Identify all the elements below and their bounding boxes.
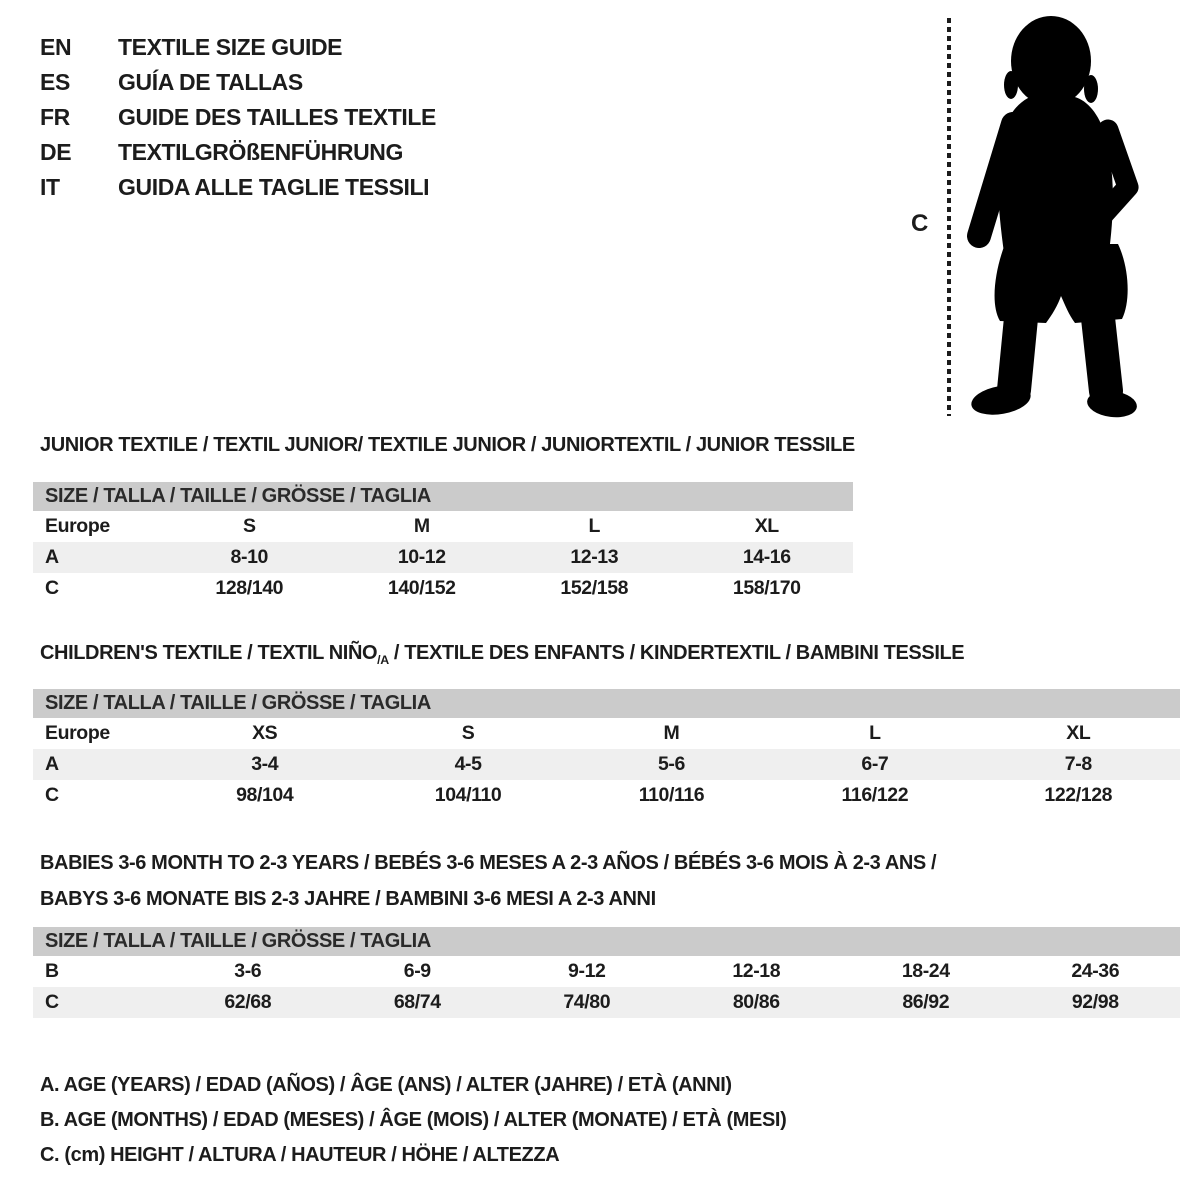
table-row: C 62/68 68/74 74/80 80/86 86/92 92/98 xyxy=(33,987,1180,1018)
toddler-silhouette-image xyxy=(967,16,1139,418)
height-dotted-line xyxy=(947,18,951,416)
junior-table: Europe S M L XL A 8-10 10-12 12-13 14-16 C 128/140 1… xyxy=(33,511,853,604)
row-label-cell: A xyxy=(33,542,163,573)
lang-row-it: IT GUIDA ALLE TAGLIE TESSILI xyxy=(40,170,436,205)
value-cell: 12-18 xyxy=(732,960,781,982)
row-label-cell: C xyxy=(45,577,59,599)
value-cell: 122/128 xyxy=(1044,784,1113,806)
value-cell: 116/122 xyxy=(841,784,909,806)
value-cell: 9-12 xyxy=(568,960,606,982)
value-cell: S xyxy=(461,722,475,744)
value-cell: 68/74 xyxy=(332,987,502,1018)
lang-row-fr: FR GUIDE DES TAILLES TEXTILE xyxy=(40,100,436,135)
lang-row-de: DE TEXTILGRÖßENFÜHRUNG xyxy=(40,135,436,170)
row-label-cell: C xyxy=(45,784,59,806)
table-row: C 98/104 104/110 110/116 116/122 122/128 xyxy=(33,780,1180,811)
babies-table: B 3-6 6-9 9-12 12-18 18-24 24-36 C 62/68 68/74 74/… xyxy=(33,956,1180,1018)
note-c-height-cm: C. (cm) HEIGHT / ALTURA / HAUTEUR / HÖHE… xyxy=(40,1144,560,1166)
section-heading-children: CHILDREN'S TEXTILE / TEXTIL NIÑO/A / TEX… xyxy=(40,642,965,667)
value-cell: 18-24 xyxy=(901,960,950,982)
row-label-cell: Europe xyxy=(45,515,110,537)
table-row: Europe S M L XL xyxy=(33,511,853,542)
lang-title: GUIDA ALLE TAGLIE TESSILI xyxy=(118,174,430,200)
value-cell: 10-12 xyxy=(335,542,508,573)
size-header-bar: SIZE / TALLA / TAILLE / GRÖSSE / TAGLIA xyxy=(33,927,1180,956)
value-cell: 8-10 xyxy=(163,542,336,573)
heading-line-2: BABYS 3-6 MONATE BIS 2-3 JAHRE / BAMBINI… xyxy=(40,888,656,910)
lang-title: GUÍA DE TALLAS xyxy=(118,69,303,95)
legend-notes: A. AGE (YEARS) / EDAD (AÑOS) / ÂGE (ANS)… xyxy=(40,1068,787,1173)
row-label-cell: A xyxy=(33,749,163,780)
heading-subscript: /A xyxy=(377,653,389,667)
lang-code: FR xyxy=(40,104,70,130)
value-cell: 152/158 xyxy=(560,577,629,599)
size-header-bar: SIZE / TALLA / TAILLE / GRÖSSE / TAGLIA xyxy=(33,689,1180,718)
value-cell: 140/152 xyxy=(387,577,456,599)
value-cell: XL xyxy=(754,515,780,537)
value-cell: 24-36 xyxy=(1071,960,1120,982)
babies-size-table: SIZE / TALLA / TAILLE / GRÖSSE / TAGLIA … xyxy=(33,927,1180,1018)
value-cell: XS xyxy=(252,722,278,744)
value-cell: 6-9 xyxy=(403,960,431,982)
children-size-table: SIZE / TALLA / TAILLE / GRÖSSE / TAGLIA … xyxy=(33,689,1180,811)
lang-title: GUIDE DES TAILLES TEXTILE xyxy=(118,104,436,130)
value-cell: 4-5 xyxy=(366,749,570,780)
value-cell: M xyxy=(663,722,680,744)
lang-title: TEXTILE SIZE GUIDE xyxy=(118,34,343,60)
value-cell: 5-6 xyxy=(569,749,774,780)
size-header-bar: SIZE / TALLA / TAILLE / GRÖSSE / TAGLIA xyxy=(33,482,853,511)
value-cell: 92/98 xyxy=(1010,987,1180,1018)
row-label-cell: B xyxy=(45,960,59,982)
value-cell: 86/92 xyxy=(841,987,1011,1018)
lang-code: DE xyxy=(40,139,72,165)
table-row: C 128/140 140/152 152/158 158/170 xyxy=(33,573,853,604)
value-cell: S xyxy=(242,515,256,537)
value-cell: 74/80 xyxy=(502,987,672,1018)
lang-code: ES xyxy=(40,69,70,95)
note-a-age-years: A. AGE (YEARS) / EDAD (AÑOS) / ÂGE (ANS)… xyxy=(40,1074,732,1096)
table-row: A 3-4 4-5 5-6 6-7 7-8 xyxy=(33,749,1180,780)
section-heading-babies: BABIES 3-6 MONTH TO 2-3 YEARS / BEBÉS 3-… xyxy=(40,845,937,917)
section-heading-junior: JUNIOR TEXTILE / TEXTIL JUNIOR/ TEXTILE … xyxy=(40,434,855,456)
value-cell: L xyxy=(588,515,600,537)
note-b-age-months: B. AGE (MONTHS) / EDAD (MESES) / ÂGE (MO… xyxy=(40,1109,787,1131)
value-cell: 98/104 xyxy=(236,784,294,806)
row-label-cell: C xyxy=(33,987,163,1018)
value-cell: 3-6 xyxy=(234,960,262,982)
value-cell: 104/110 xyxy=(434,784,502,806)
lang-row-es: ES GUÍA DE TALLAS xyxy=(40,65,436,100)
value-cell: 3-4 xyxy=(163,749,367,780)
table-row: Europe XS S M L XL xyxy=(33,718,1180,749)
value-cell: 6-7 xyxy=(773,749,977,780)
children-table: Europe XS S M L XL A 3-4 4-5 5-6 6-7 7-8 C 98/104 104/… xyxy=(33,718,1180,811)
table-row: A 8-10 10-12 12-13 14-16 xyxy=(33,542,853,573)
lang-code: EN xyxy=(40,34,72,60)
table-row: B 3-6 6-9 9-12 12-18 18-24 24-36 xyxy=(33,956,1180,987)
value-cell: M xyxy=(413,515,430,537)
heading-text: / TEXTILE DES ENFANTS / KINDERTEXTIL / B… xyxy=(388,642,965,664)
lang-code: IT xyxy=(40,174,60,200)
value-cell: 158/170 xyxy=(732,577,801,599)
heading-line-1: BABIES 3-6 MONTH TO 2-3 YEARS / BEBÉS 3-… xyxy=(40,852,937,874)
value-cell: 14-16 xyxy=(680,542,853,573)
lang-row-en: EN TEXTILE SIZE GUIDE xyxy=(40,30,436,65)
junior-size-table: SIZE / TALLA / TAILLE / GRÖSSE / TAGLIA … xyxy=(33,482,853,604)
value-cell: L xyxy=(869,722,881,744)
value-cell: 12-13 xyxy=(508,542,681,573)
lang-title: TEXTILGRÖßENFÜHRUNG xyxy=(118,139,403,165)
value-cell: 62/68 xyxy=(163,987,333,1018)
value-cell: 7-8 xyxy=(976,749,1180,780)
height-measure-label: C xyxy=(911,210,928,237)
language-title-list: EN TEXTILE SIZE GUIDE ES GUÍA DE TALLAS … xyxy=(40,30,436,205)
value-cell: XL xyxy=(1066,722,1091,744)
value-cell: 110/116 xyxy=(638,784,705,806)
value-cell: 80/86 xyxy=(671,987,841,1018)
value-cell: 128/140 xyxy=(215,577,284,599)
row-label-cell: Europe xyxy=(45,722,110,744)
heading-text: CHILDREN'S TEXTILE / TEXTIL NIÑO xyxy=(40,642,378,664)
